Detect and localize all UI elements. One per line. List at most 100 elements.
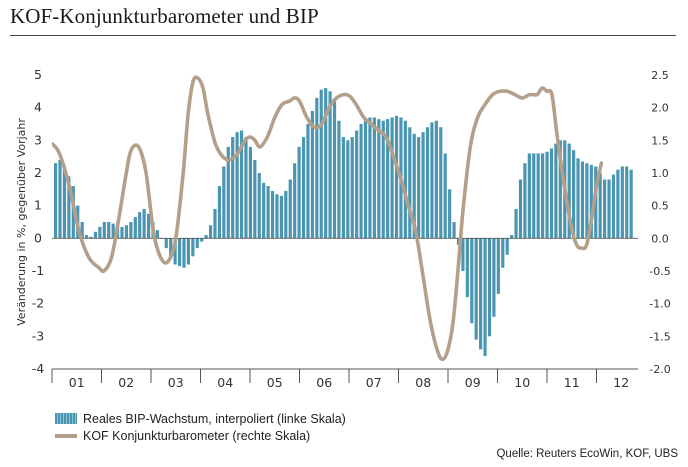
legend-label-line: KOF Konjunkturbarometer (rechte Skala)	[83, 428, 311, 443]
bar	[89, 236, 93, 239]
bar	[359, 124, 363, 239]
left-tick-label: 4	[34, 100, 42, 115]
bar	[580, 161, 585, 239]
bar	[620, 166, 624, 239]
bar	[532, 153, 536, 239]
bar	[510, 235, 514, 239]
bar	[505, 238, 509, 255]
bar	[403, 120, 407, 239]
x-tick-label: 03	[168, 375, 184, 390]
bar	[603, 179, 607, 239]
x-tick-label: 10	[514, 375, 530, 390]
bar	[164, 238, 168, 249]
bar	[350, 137, 354, 239]
bar	[301, 137, 306, 239]
bar	[629, 169, 633, 239]
legend-item-line: KOF Konjunkturbarometer (rechte Skala)	[55, 427, 346, 444]
bar	[155, 230, 160, 239]
right-tick-label: 1.0	[651, 167, 669, 180]
bar	[177, 238, 182, 267]
bar	[452, 222, 456, 239]
bar	[572, 150, 576, 239]
bar	[146, 213, 151, 239]
bar	[523, 163, 527, 239]
bar	[492, 238, 496, 317]
bar	[346, 140, 350, 239]
x-tick-label: 12	[613, 375, 629, 390]
bar	[111, 223, 115, 239]
x-tick-label: 01	[69, 375, 85, 390]
x-tick-label: 02	[118, 375, 134, 390]
bar	[434, 120, 438, 239]
bar	[200, 238, 204, 242]
bar	[124, 225, 129, 239]
left-tick-label: -4	[32, 361, 45, 376]
bar	[443, 153, 447, 239]
bar	[625, 166, 629, 239]
bar	[195, 238, 199, 249]
bar	[310, 110, 314, 239]
left-tick-label: 3	[34, 132, 42, 147]
bar	[84, 235, 89, 239]
bar	[288, 179, 292, 239]
x-tick-label: 05	[267, 375, 283, 390]
bar	[217, 186, 222, 239]
right-tick-label: 0.0	[651, 232, 669, 245]
bar	[598, 173, 602, 239]
right-tick-label: 1.5	[651, 134, 669, 147]
bar	[80, 222, 84, 239]
bar	[213, 208, 217, 239]
bar	[417, 137, 421, 239]
right-tick-label: -0.5	[649, 265, 670, 278]
bar	[332, 101, 337, 239]
bar	[182, 238, 186, 268]
bar	[611, 174, 616, 239]
bar	[231, 137, 235, 239]
bar	[319, 89, 323, 239]
bar	[133, 217, 137, 239]
x-tick-label: 07	[366, 375, 382, 390]
right-tick-label: -1.0	[649, 298, 670, 311]
line-series	[52, 75, 604, 362]
bar	[589, 164, 593, 239]
right-tick-label: 0.5	[651, 200, 669, 213]
x-tick-label: 06	[316, 375, 332, 390]
bar	[390, 117, 394, 239]
bar	[483, 238, 487, 356]
legend-swatch-line	[55, 433, 77, 438]
bar	[567, 143, 571, 239]
bar	[456, 238, 461, 245]
x-tick-label: 08	[415, 375, 431, 390]
bar	[279, 195, 283, 239]
legend-label-bars: Reales BIP-Wachstum, interpoliert (linke…	[83, 411, 346, 426]
bar	[328, 91, 332, 239]
bar	[518, 179, 523, 239]
bar	[98, 226, 102, 239]
bar	[381, 120, 385, 239]
x-axis: 01 02 03 04 05 06 07 08 09 10 11 12	[51, 368, 638, 390]
bar	[341, 137, 345, 239]
bar	[58, 159, 62, 239]
bar	[554, 143, 558, 239]
bar	[536, 153, 540, 239]
left-tick-label: -2	[32, 296, 44, 311]
bar	[541, 153, 545, 239]
bar	[239, 130, 244, 239]
bar	[363, 119, 368, 239]
bar	[208, 225, 213, 239]
bar	[191, 238, 195, 257]
bar	[421, 132, 425, 239]
bar	[235, 132, 239, 239]
bar	[549, 148, 554, 239]
bar	[394, 115, 399, 239]
bar	[222, 166, 226, 239]
bar	[408, 127, 412, 239]
bar	[474, 238, 478, 340]
bar	[257, 173, 261, 239]
bar	[585, 163, 589, 239]
bar	[253, 159, 257, 239]
bar	[93, 231, 98, 239]
bar	[324, 88, 328, 239]
bar	[368, 117, 372, 239]
legend: Reales BIP-Wachstum, interpoliert (linke…	[55, 410, 346, 444]
